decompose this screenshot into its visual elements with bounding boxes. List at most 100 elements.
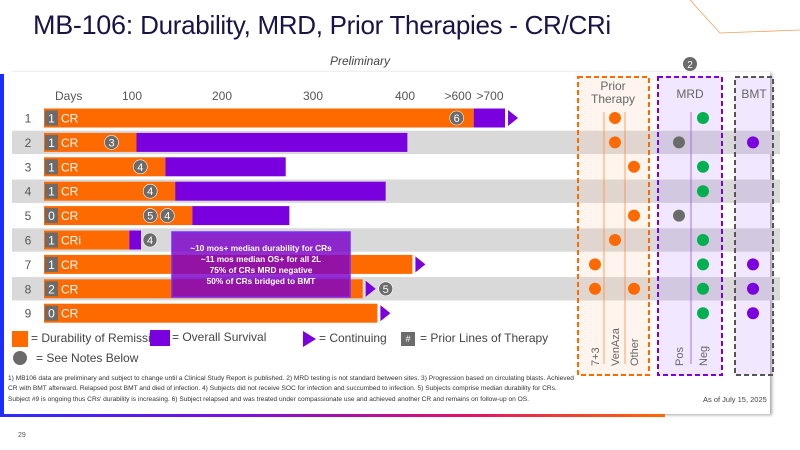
x-tick-label: 400 bbox=[395, 89, 415, 103]
response-label: CR bbox=[61, 112, 79, 126]
prior-lines-value: 1 bbox=[48, 258, 55, 272]
title-bold: MB-106: bbox=[33, 10, 133, 40]
summary-line: 75% of CRs MRD negative bbox=[210, 265, 313, 275]
note-marker bbox=[104, 135, 119, 150]
overall-survival-bar bbox=[192, 206, 290, 226]
prior-lines-value: 0 bbox=[48, 209, 55, 223]
mrd-dot bbox=[697, 112, 709, 124]
continuing-arrow bbox=[415, 256, 426, 273]
mrd-dot bbox=[697, 258, 709, 271]
overall-survival-bar bbox=[175, 181, 386, 201]
footnotes: 1) MB106 data are preliminary and subjec… bbox=[8, 375, 574, 403]
note-marker bbox=[449, 110, 464, 126]
x-tick-label: >700 bbox=[476, 89, 503, 103]
column-label-other: Other bbox=[629, 338, 641, 366]
prior-therapy-dot bbox=[609, 112, 621, 124]
response-label: CR bbox=[61, 160, 79, 174]
response-label: CR bbox=[61, 209, 79, 223]
legend-os-swatch bbox=[150, 330, 170, 346]
bmt-dot bbox=[747, 282, 759, 295]
accent-bar bbox=[0, 74, 4, 416]
prior-lines-badge bbox=[45, 256, 58, 272]
legend-os-label: = Overall Survival bbox=[172, 330, 267, 344]
as-of-date: As of July 15, 2025 bbox=[703, 395, 767, 404]
response-label: CR bbox=[61, 258, 79, 272]
page-number: 29 bbox=[18, 432, 26, 439]
bmt-dot bbox=[747, 136, 759, 149]
response-label: CR bbox=[61, 185, 79, 199]
prior-therapy-dot bbox=[589, 258, 601, 271]
prior-therapy-title: Prior bbox=[600, 79, 625, 93]
note-marker bbox=[160, 208, 175, 223]
bmt-dot bbox=[747, 258, 759, 271]
note-badge-number: 2 bbox=[687, 60, 693, 71]
continuing-arrow-icon bbox=[303, 331, 316, 347]
legend-notes-label: = See Notes Below bbox=[36, 351, 139, 365]
summary-box bbox=[171, 231, 351, 298]
column-label-73: 7+3 bbox=[590, 347, 602, 366]
continuing-arrow bbox=[380, 305, 391, 322]
legend-prior-lines-swatch: # bbox=[401, 332, 415, 346]
note-number: 5 bbox=[383, 284, 389, 296]
x-tick-label: 200 bbox=[212, 89, 232, 103]
prior-lines-badge bbox=[45, 110, 58, 126]
subject-id: 4 bbox=[25, 185, 32, 199]
gradient-divider bbox=[0, 414, 665, 417]
mrd-dot bbox=[673, 209, 685, 222]
column-label-venaza: VenAza bbox=[610, 327, 622, 366]
summary-line: 50% of CRs bridged to BMT bbox=[207, 276, 316, 286]
response-label: CR bbox=[61, 136, 79, 150]
subject-id: 8 bbox=[25, 282, 32, 296]
note-number: 4 bbox=[137, 162, 143, 174]
subject-id: 7 bbox=[25, 258, 32, 272]
subject-id: 9 bbox=[25, 307, 32, 321]
subject-id: 2 bbox=[25, 136, 32, 150]
prior-lines-badge bbox=[45, 183, 58, 199]
response-label: CRi bbox=[61, 234, 81, 248]
prior-lines-badge bbox=[45, 134, 58, 150]
mrd-dot bbox=[697, 185, 709, 198]
prior-lines-badge bbox=[45, 305, 58, 321]
note-number: 3 bbox=[108, 137, 114, 149]
x-tick-label: 100 bbox=[122, 89, 142, 103]
durability-bar bbox=[44, 303, 378, 323]
note-badge-icon bbox=[683, 57, 697, 71]
continuing-arrow bbox=[365, 280, 376, 297]
x-tick-label: 300 bbox=[303, 89, 323, 103]
note-marker bbox=[142, 183, 158, 199]
prior-therapy-dot bbox=[628, 160, 640, 173]
decorative-lines bbox=[689, 0, 800, 34]
prior-lines-value: 2 bbox=[48, 282, 55, 296]
prior-therapy-title: Therapy bbox=[591, 92, 635, 106]
title-rest: Durability, MRD, Prior Therapies - CR/CR… bbox=[140, 10, 611, 40]
continuing-arrow bbox=[508, 110, 519, 126]
prior-lines-badge bbox=[45, 232, 58, 248]
prior-lines-badge bbox=[45, 208, 58, 224]
mrd-dot bbox=[697, 160, 709, 173]
overall-survival-bar bbox=[165, 157, 286, 177]
summary-line: ~10 mos+ median durability for CRs bbox=[190, 243, 332, 253]
note-marker bbox=[142, 232, 158, 248]
prior-therapy-dot bbox=[628, 282, 640, 295]
page-title: MB-106: Durability, MRD, Prior Therapies… bbox=[33, 10, 611, 41]
durability-bar bbox=[44, 108, 474, 128]
note-number: 5 bbox=[147, 211, 153, 223]
durability-bar bbox=[44, 230, 130, 250]
note-marker bbox=[378, 281, 393, 297]
bmt-dot bbox=[747, 307, 759, 320]
legend-durability-swatch bbox=[12, 331, 28, 347]
prior-lines-value: 1 bbox=[48, 185, 55, 199]
bmt-panel bbox=[734, 76, 774, 376]
mrd-panel bbox=[657, 76, 723, 376]
note-marker bbox=[133, 159, 148, 175]
legend-notes-circle-icon bbox=[13, 351, 27, 365]
prior-therapy-dot bbox=[609, 234, 621, 246]
prior-lines-value: 1 bbox=[48, 160, 55, 174]
preliminary-label: Preliminary bbox=[330, 54, 391, 68]
prior-therapy-panel bbox=[577, 76, 650, 376]
note-number: 4 bbox=[147, 235, 153, 247]
note-number: 4 bbox=[147, 186, 153, 198]
bmt-title: BMT bbox=[741, 87, 767, 101]
prior-lines-value: 0 bbox=[48, 307, 55, 321]
